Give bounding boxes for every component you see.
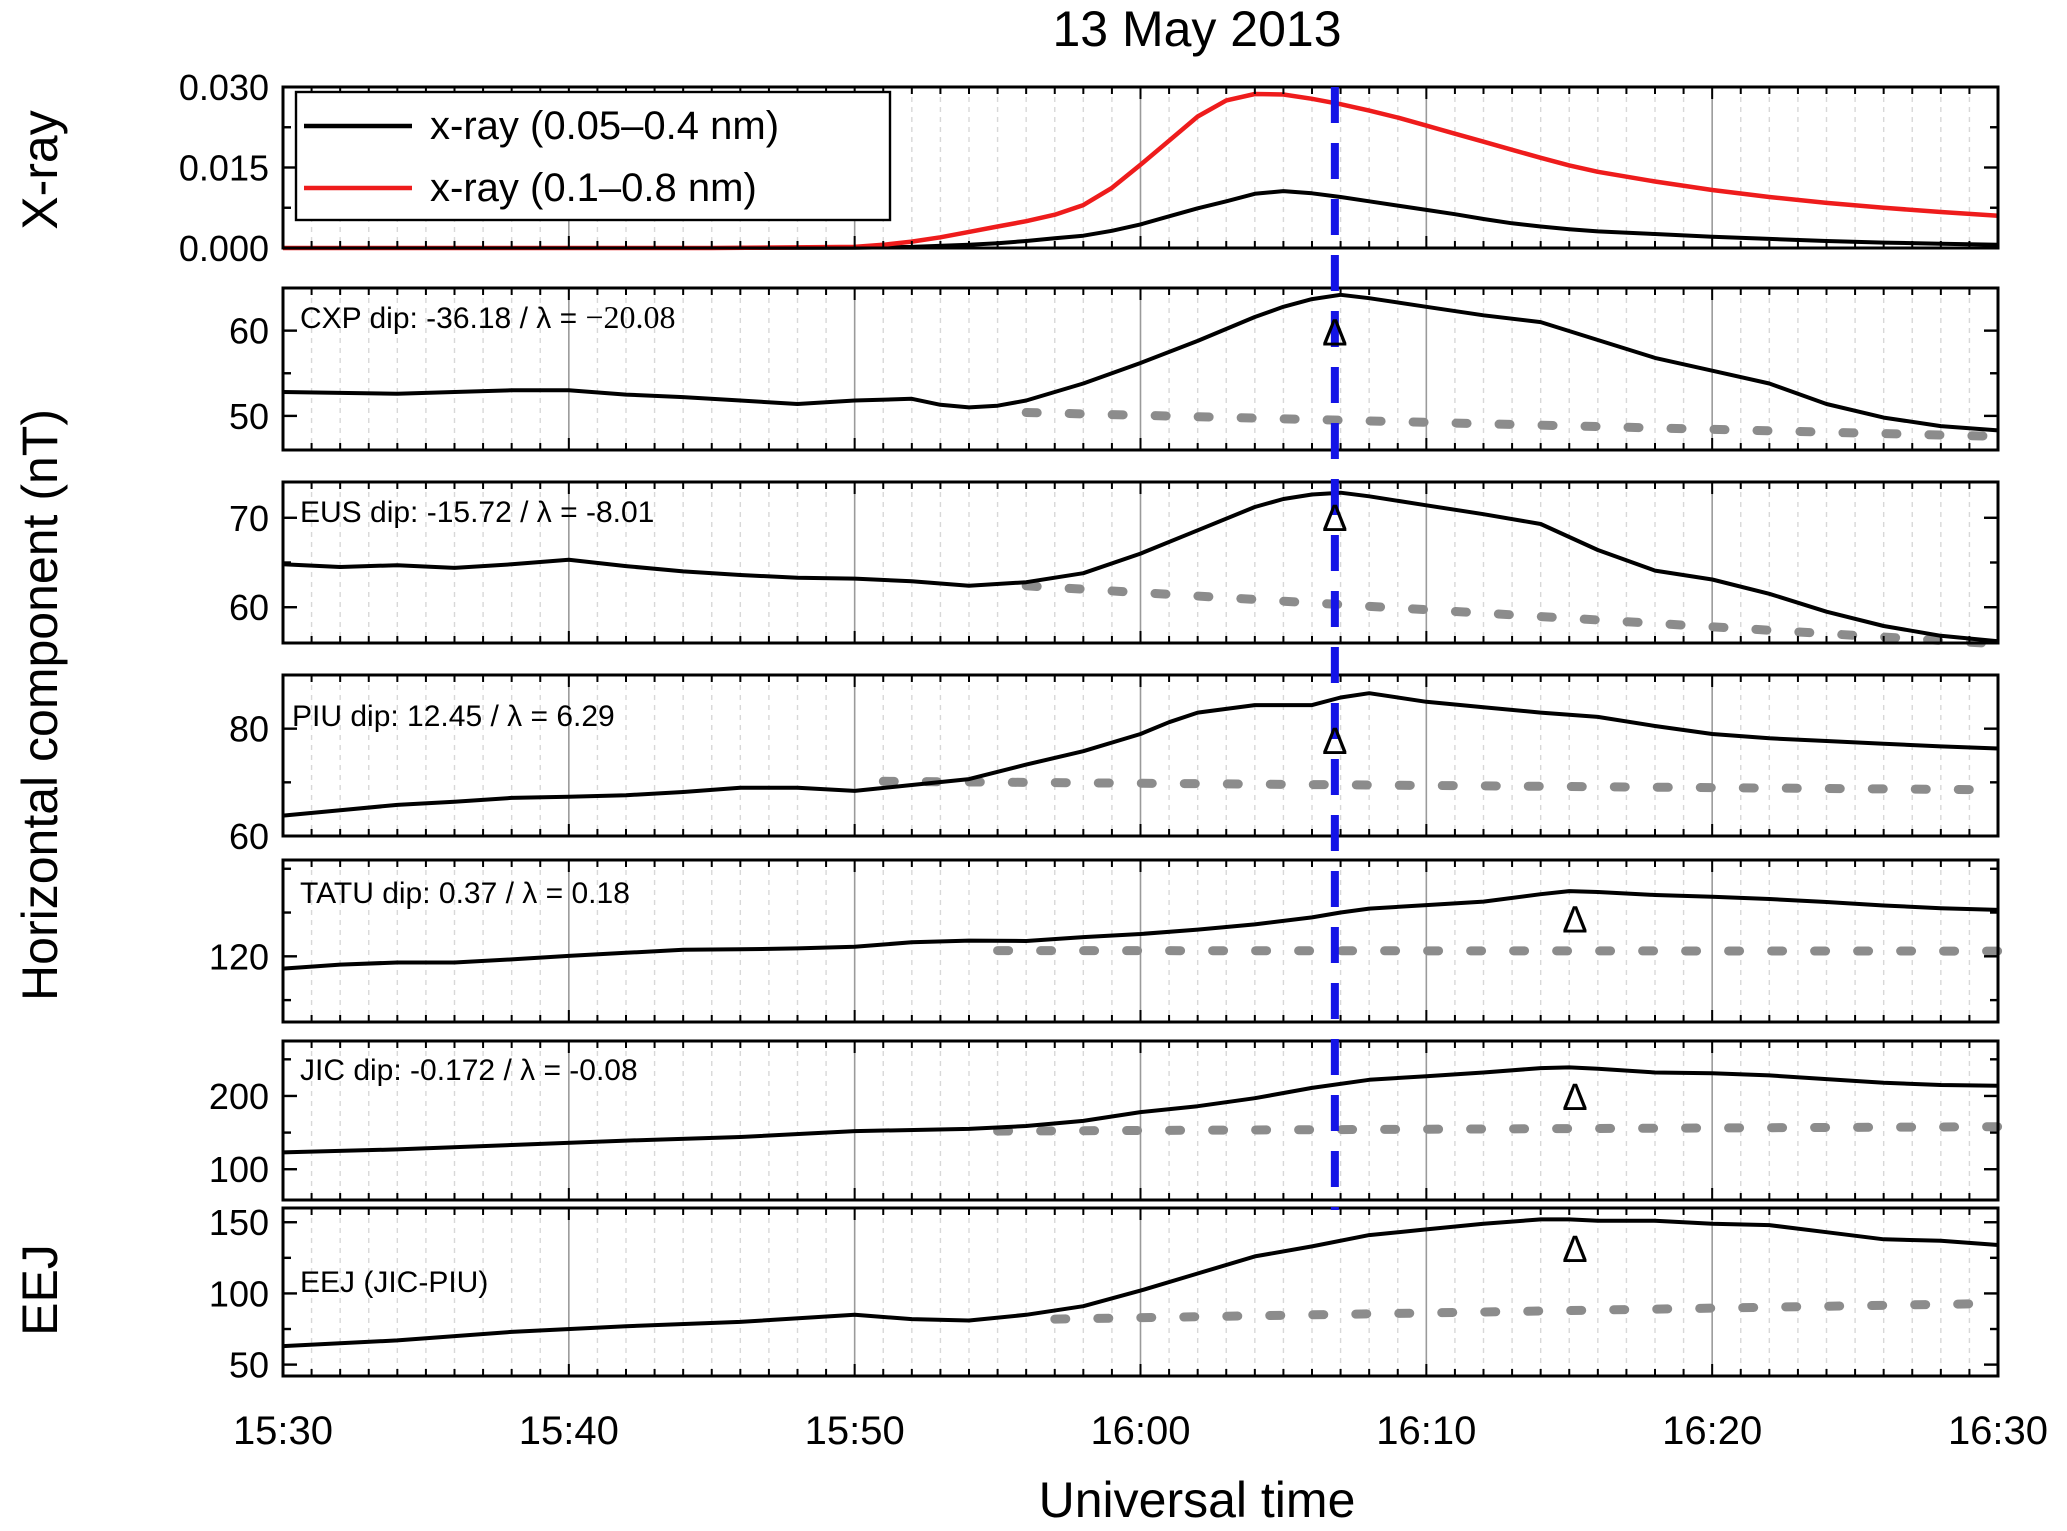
panel-frame-cxp bbox=[281, 286, 2000, 452]
y-tick-label: 0.030 bbox=[179, 67, 269, 108]
delta-marker-cxp: Δ bbox=[1322, 312, 1347, 354]
y-tick-label: 80 bbox=[229, 709, 269, 750]
x-tick-label: 16:30 bbox=[1948, 1409, 2048, 1453]
y-tick-label: 120 bbox=[209, 936, 269, 977]
chart-title: 13 May 2013 bbox=[1052, 1, 1341, 57]
y-axis-label-horizontal-component: Horizontal component (nT) bbox=[12, 409, 68, 1001]
legend: x-ray (0.05–0.4 nm) x-ray (0.1–0.8 nm) bbox=[294, 90, 892, 222]
x-tick-label: 16:00 bbox=[1090, 1409, 1190, 1453]
delta-marker-eus: Δ bbox=[1322, 498, 1347, 540]
x-tick-label: 15:50 bbox=[805, 1409, 905, 1453]
series-line-jic bbox=[282, 1065, 1999, 1155]
quiet-curve-tatu bbox=[993, 946, 2003, 956]
station-label-cxp: CXP dip: -36.18 / λ = −20.08 bbox=[300, 299, 676, 335]
delta-marker-tatu: Δ bbox=[1562, 900, 1587, 942]
series-line-xray bbox=[283, 91, 1999, 251]
series-line-eus bbox=[282, 490, 1999, 644]
y-tick-label: 60 bbox=[229, 816, 269, 857]
y-tick-label: 50 bbox=[229, 1345, 269, 1386]
y-tick-label: 50 bbox=[229, 396, 269, 437]
quiet-curve-cxp bbox=[1021, 408, 2003, 441]
panel-frame-piu bbox=[281, 673, 2000, 838]
delta-marker-eej: Δ bbox=[1562, 1229, 1587, 1271]
quiet-curve-eej bbox=[1050, 1298, 2003, 1324]
y-tick-label: 60 bbox=[229, 311, 269, 352]
station-label-jic: JIC dip: -0.172 / λ = -0.08 bbox=[300, 1054, 638, 1087]
series-line-eej bbox=[282, 1217, 1999, 1349]
legend-label: x-ray (0.1–0.8 nm) bbox=[430, 166, 757, 210]
y-tick-label: 100 bbox=[209, 1273, 269, 1314]
quiet-curve-jic bbox=[993, 1122, 2003, 1136]
data-curves bbox=[282, 91, 1999, 1349]
y-axis-label-eej: EEJ bbox=[12, 1244, 68, 1336]
quiet-curve-piu bbox=[878, 776, 2003, 795]
y-tick-label: 150 bbox=[209, 1202, 269, 1243]
quiet-day-curves bbox=[878, 408, 2003, 1324]
y-tick-label: 70 bbox=[229, 498, 269, 539]
y-tick-label: 60 bbox=[229, 587, 269, 628]
station-label-piu: PIU dip: 12.45 / λ = 6.29 bbox=[292, 700, 615, 733]
legend-label: x-ray (0.05–0.4 nm) bbox=[430, 104, 779, 148]
x-tick-label: 15:40 bbox=[519, 1409, 619, 1453]
x-tick-label: 16:10 bbox=[1376, 1409, 1476, 1453]
x-tick-label: 16:20 bbox=[1662, 1409, 1762, 1453]
y-tick-label: 0.000 bbox=[179, 228, 269, 269]
delta-marker-jic: Δ bbox=[1562, 1077, 1587, 1119]
station-label-tatu: TATU dip: 0.37 / λ = 0.18 bbox=[300, 877, 630, 910]
station-label-value: −20.08 bbox=[585, 299, 675, 335]
y-axis-ticks: 0.000 0.015 0.030 50 60 60 70 60 80 120 100 200 50 10… bbox=[179, 67, 1998, 1386]
series-line-piu bbox=[282, 691, 1999, 818]
annotations: CXP dip: -36.18 / λ = −20.08 Δ EUS dip: -1… bbox=[292, 299, 1588, 1299]
x-axis-label: Universal time bbox=[1039, 1472, 1356, 1528]
y-tick-label: 200 bbox=[209, 1076, 269, 1117]
panel-frame-tatu bbox=[281, 858, 2000, 1024]
series-line-tatu bbox=[282, 889, 1999, 971]
panel-frame-eej bbox=[281, 1206, 2000, 1378]
series-line-cxp bbox=[282, 292, 1999, 433]
delta-marker-piu: Δ bbox=[1322, 721, 1347, 763]
panel-frame-jic bbox=[281, 1039, 2000, 1202]
y-axis-label-xray: X-ray bbox=[12, 110, 68, 229]
station-label-eus: EUS dip: -15.72 / λ = -8.01 bbox=[300, 496, 654, 529]
y-tick-label: 100 bbox=[209, 1149, 269, 1190]
station-label-eej: EEJ (JIC-PIU) bbox=[300, 1266, 488, 1299]
quiet-curve-eus bbox=[1021, 581, 2003, 649]
y-tick-label: 0.015 bbox=[179, 148, 269, 189]
x-axis-ticks: 15:30 15:40 15:50 16:00 16:10 16:20 16:30 bbox=[233, 1409, 2048, 1453]
series-line-xray bbox=[283, 189, 1999, 250]
panel-frames bbox=[281, 85, 2000, 1378]
x-tick-label: 15:30 bbox=[233, 1409, 333, 1453]
legend-box bbox=[294, 90, 892, 222]
